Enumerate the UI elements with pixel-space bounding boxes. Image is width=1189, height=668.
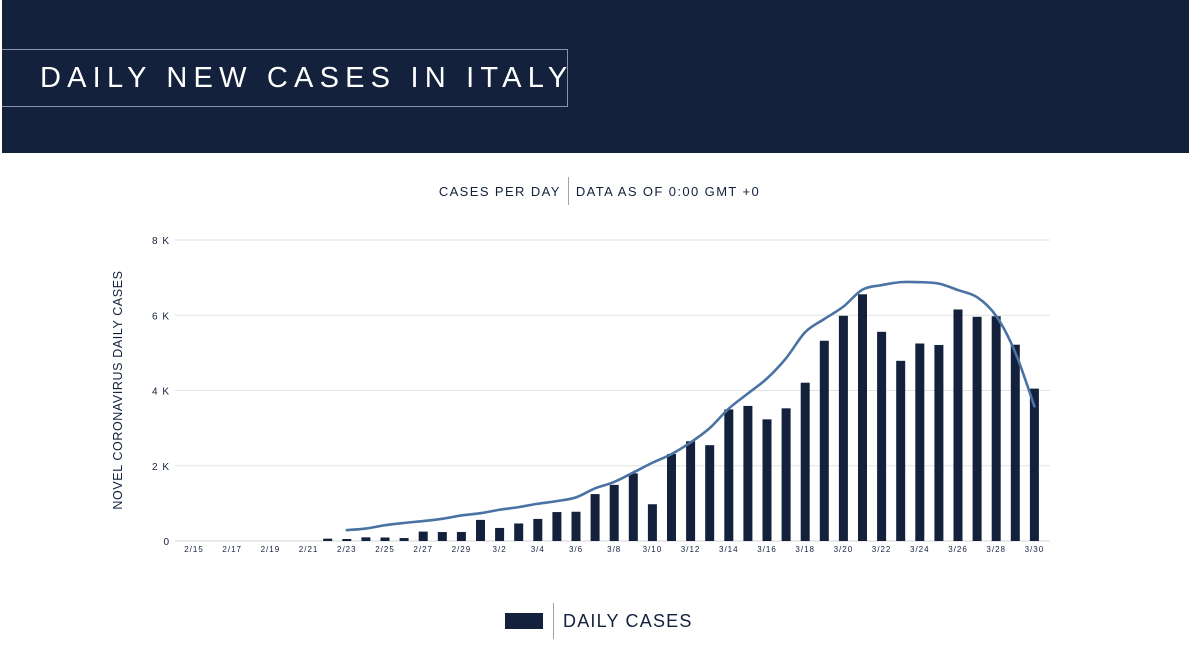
- header-banner: [2, 0, 1189, 153]
- bar: [647, 504, 657, 541]
- title-box: DAILY NEW CASES IN ITALY: [2, 49, 568, 107]
- legend-divider: [553, 603, 554, 639]
- x-tick-label: 3/10: [643, 545, 663, 554]
- x-tick-label: 3/22: [872, 545, 892, 554]
- y-axis-title: NOVEL CORONAVIRUS DAILY CASES: [111, 270, 125, 509]
- bar: [724, 409, 734, 541]
- bar: [991, 316, 1001, 541]
- bar: [476, 519, 485, 541]
- x-tick-label: 3/20: [834, 545, 854, 554]
- bar: [456, 531, 466, 541]
- y-tick-label: 8 K: [152, 236, 170, 247]
- legend-label: DAILY CASES: [563, 610, 693, 631]
- bar: [342, 539, 352, 541]
- bar: [800, 382, 810, 541]
- bar: [781, 408, 791, 541]
- bar: [380, 537, 390, 541]
- x-tick-label: 3/6: [569, 545, 583, 554]
- bar: [667, 453, 676, 541]
- page-title: DAILY NEW CASES IN ITALY: [40, 61, 574, 94]
- bar: [399, 538, 409, 541]
- subtitle-divider: [567, 177, 569, 205]
- y-tick-label: 0: [163, 537, 170, 548]
- x-tick-label: 2/15: [184, 545, 204, 554]
- x-tick-label: 3/4: [531, 545, 545, 554]
- bar: [628, 473, 638, 541]
- bar: [1029, 388, 1039, 541]
- x-tick-label: 3/26: [948, 545, 968, 554]
- subtitle-data-date: DATA AS OF 0:00 GMT +0: [575, 183, 761, 199]
- x-tick-label: 2/21: [299, 545, 319, 554]
- x-tick-label: 2/25: [375, 545, 395, 554]
- y-tick-label: 2 K: [152, 462, 170, 473]
- bar: [1010, 344, 1020, 541]
- x-tick-label: 3/2: [493, 545, 507, 554]
- bar: [838, 315, 848, 541]
- bar: [514, 523, 524, 541]
- bar: [743, 405, 753, 541]
- bar: [571, 511, 581, 541]
- chart-subtitle: CASES PER DAY DATA AS OF 0:00 GMT +0: [0, 177, 1189, 205]
- bar: [915, 343, 925, 541]
- x-tick-label: 2/23: [337, 545, 357, 554]
- x-tick-label: 3/30: [1025, 545, 1045, 554]
- bar: [533, 518, 543, 541]
- trend-line: [345, 280, 1036, 532]
- bar: [972, 316, 982, 541]
- bar: [590, 494, 600, 541]
- bar: [934, 344, 944, 541]
- bar: [686, 441, 696, 541]
- bar: [819, 340, 829, 541]
- bar: [609, 484, 619, 541]
- bar: [877, 331, 887, 541]
- x-tick-label: 2/27: [413, 545, 433, 554]
- x-tick-label: 3/12: [681, 545, 701, 554]
- x-tick-label: 2/29: [452, 545, 472, 554]
- bar: [323, 538, 333, 541]
- x-tick-label: 3/24: [910, 545, 930, 554]
- x-tick-label: 3/8: [607, 545, 621, 554]
- x-tick-label: 3/14: [719, 545, 739, 554]
- bar: [858, 294, 867, 541]
- bar: [361, 537, 371, 541]
- x-tick-label: 3/16: [757, 545, 777, 554]
- bar: [762, 419, 772, 541]
- bar: [495, 527, 505, 541]
- x-tick-label: 2/19: [261, 545, 281, 554]
- bar: [953, 309, 963, 541]
- legend-swatch: [505, 613, 543, 629]
- y-tick-label: 4 K: [152, 387, 170, 398]
- bar: [552, 512, 562, 541]
- legend: DAILY CASES: [505, 603, 693, 639]
- x-tick-label: 3/28: [986, 545, 1006, 554]
- subtitle-cases-per-day: CASES PER DAY: [438, 183, 561, 199]
- y-tick-label: 6 K: [152, 311, 170, 322]
- x-tick-label: 2/17: [222, 545, 242, 554]
- bar: [437, 532, 447, 541]
- bar: [705, 445, 715, 541]
- bar: [896, 360, 906, 541]
- x-tick-label: 3/18: [795, 545, 815, 554]
- bar: [418, 531, 428, 541]
